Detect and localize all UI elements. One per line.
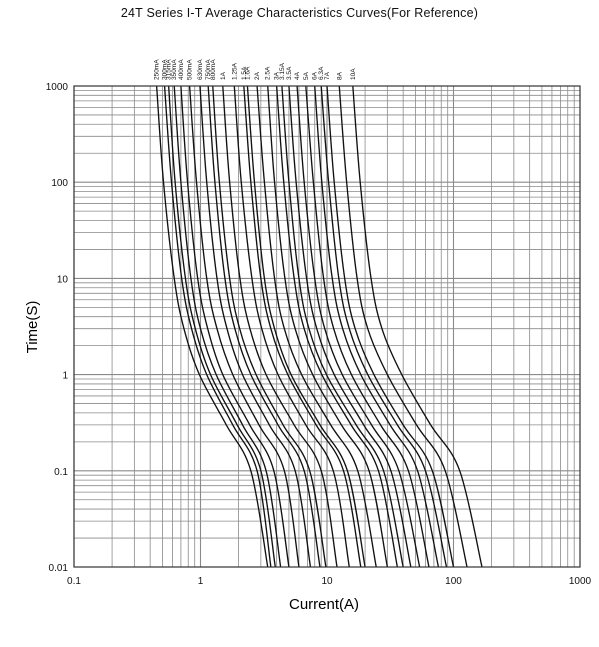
series-line-630mA [199, 85, 312, 568]
y-tick-label: 10 [57, 274, 69, 285]
series-line-500mA [188, 85, 300, 568]
series-line-4A [296, 85, 421, 568]
series-line-3.5A [288, 85, 412, 568]
series-line-5A [305, 85, 430, 568]
x-tick-label: 10 [321, 576, 333, 587]
rating-label-6.3A: 6.3A [318, 66, 325, 80]
series-line-2A [256, 85, 377, 568]
series-line-10A [352, 85, 483, 568]
series-line-800mA [212, 85, 327, 568]
y-tick-label: 1000 [46, 82, 69, 93]
series-line-7A [326, 85, 455, 568]
x-tick-label: 0.1 [67, 576, 81, 587]
series-line-315mA [167, 85, 276, 568]
x-axis-title: Current(A) [289, 596, 359, 613]
rating-label-800mA: 800mA [210, 59, 217, 80]
plot-frame [73, 85, 581, 568]
series-line-2.5A [267, 85, 389, 568]
series-line-3.15A [281, 85, 404, 568]
series-line-350mA [173, 85, 282, 568]
rating-label-8A: 8A [336, 71, 343, 80]
series-line-750mA [207, 85, 321, 568]
rating-label-3A: 3A [274, 71, 281, 80]
rating-label-750mA: 750mA [205, 59, 212, 80]
rating-label-250mA: 250mA [154, 59, 161, 80]
series-line-6.3A [320, 85, 448, 568]
rating-label-2A: 2A [254, 71, 261, 80]
tick-layer: 0.1 1 10 100 1000 0.01 0.1 1 10 100 1000 [46, 82, 592, 587]
series-line-8A [338, 85, 468, 568]
rating-label-2.5A: 2.5A [265, 66, 272, 80]
rating-label-5A: 5A [303, 71, 310, 80]
series-line-250mA [155, 85, 269, 568]
rating-label-300mA: 300mA [162, 59, 169, 80]
series-line-1.25A [233, 85, 350, 568]
rating-label-1.5A: 1.5A [241, 66, 248, 80]
x-tick-label: 1 [198, 576, 204, 587]
rating-label-3.15A: 3.15A [279, 62, 286, 80]
frame-layer [73, 85, 581, 568]
series-line-1.6A [246, 85, 366, 568]
rating-label-315mA: 315mA [166, 59, 173, 80]
chart-title: 24T Series I-T Average Characteristics C… [120, 6, 479, 20]
rating-label-6A: 6A [312, 71, 319, 80]
rating-label-500mA: 500mA [187, 59, 194, 80]
x-tick-label: 100 [445, 576, 462, 587]
x-tick-label: 1000 [569, 576, 592, 587]
rating-label-1.6A: 1.6A [244, 66, 251, 80]
series-line-1.5A [243, 85, 362, 568]
rating-label-7A: 7A [324, 71, 331, 80]
rating-label-3.5A: 3.5A [286, 66, 293, 80]
series-line-400mA [180, 85, 290, 568]
series-line-3A [275, 85, 399, 568]
rating-label-400mA: 400mA [178, 59, 185, 80]
series-line-300mA [163, 85, 272, 568]
series-line-6A [314, 85, 440, 568]
rating-label-10A: 10A [350, 68, 357, 80]
y-tick-label: 100 [51, 178, 68, 189]
rating-label-1A: 1A [220, 71, 227, 80]
rating-label-4A: 4A [294, 71, 301, 80]
rating-label-1.25A: 1.25A [231, 62, 238, 80]
y-tick-label: 0.01 [49, 563, 69, 574]
rating-label-350mA: 350mA [171, 59, 178, 80]
y-axis-title: Time(S) [24, 301, 41, 354]
y-tick-label: 1 [62, 371, 68, 382]
y-tick-label: 0.1 [54, 467, 68, 478]
rating-label-630mA: 630mA [197, 59, 204, 80]
series-line-1A [222, 85, 338, 568]
curve-layer [155, 85, 483, 568]
